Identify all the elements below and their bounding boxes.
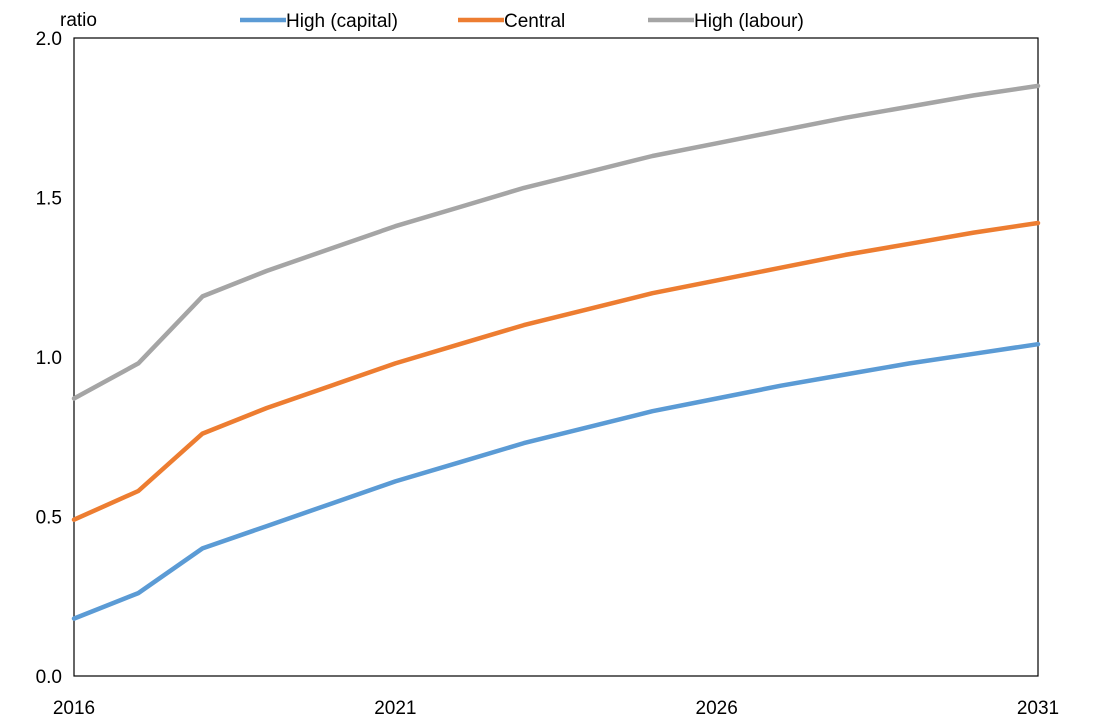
series-line-high-labour bbox=[71, 83, 1041, 401]
y-axis-tick-labels: 0.0 0.5 1.0 1.5 2.0 bbox=[36, 29, 62, 688]
legend-label-central: Central bbox=[504, 11, 565, 32]
x-tick-label: 2021 bbox=[374, 698, 416, 719]
y-axis-unit-label: ratio bbox=[60, 10, 97, 31]
plot-frame bbox=[73, 37, 1039, 677]
y-tick-label: 0.0 bbox=[36, 667, 62, 688]
y-tick-label: 0.5 bbox=[36, 508, 62, 529]
x-tick-label: 2016 bbox=[53, 698, 95, 719]
y-tick-label: 2.0 bbox=[36, 29, 62, 50]
series-lines bbox=[71, 83, 1041, 621]
x-tick-label: 2031 bbox=[1017, 698, 1059, 719]
y-tick-label: 1.0 bbox=[36, 348, 62, 369]
series-line-central bbox=[71, 220, 1041, 522]
series-line-high-capital bbox=[71, 341, 1041, 621]
x-axis-tick-labels: 2016 2021 2026 2031 bbox=[53, 698, 1059, 719]
legend-label-high-labour: High (labour) bbox=[694, 11, 804, 32]
legend: High (capital) Central High (labour) bbox=[240, 11, 804, 32]
legend-label-high-capital: High (capital) bbox=[286, 11, 398, 32]
y-tick-label: 1.5 bbox=[36, 189, 62, 210]
plot-area-border bbox=[73, 37, 1039, 677]
x-tick-label: 2026 bbox=[696, 698, 738, 719]
